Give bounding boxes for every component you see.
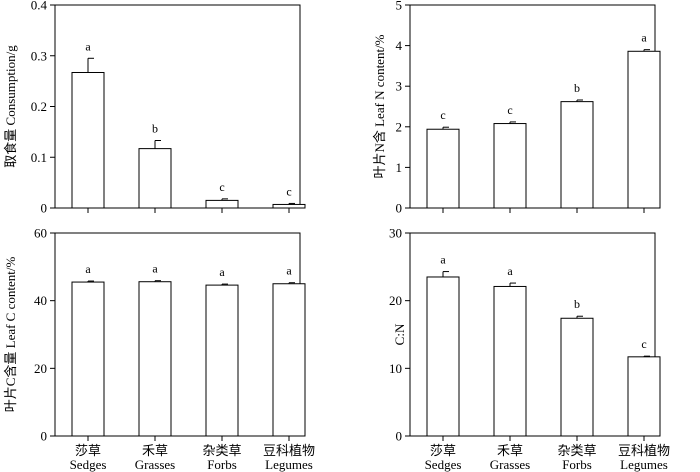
bar — [493, 123, 527, 209]
y-tick-label: 0 — [396, 201, 403, 216]
y-axis-title: 叶片N含 Leaf N content/% — [372, 34, 387, 178]
y-tick-label: 0 — [41, 429, 48, 444]
y-tick-label: 4 — [396, 38, 403, 53]
bar — [560, 317, 594, 437]
y-axis-title: 取食量 Consumption/g — [3, 45, 18, 168]
significance-label: a — [152, 262, 158, 276]
y-tick-label: 0 — [41, 201, 48, 216]
significance-label: b — [574, 81, 580, 95]
bar — [272, 203, 306, 209]
significance-label: c — [219, 180, 224, 194]
significance-label: b — [152, 122, 158, 136]
y-tick-label: 0.4 — [31, 0, 48, 13]
significance-label: a — [85, 262, 91, 276]
significance-label: c — [286, 184, 291, 198]
bar — [426, 128, 460, 209]
significance-label: b — [574, 297, 580, 311]
category-label-cn: 豆科植物 — [263, 443, 315, 458]
y-tick-label: 0.1 — [31, 150, 47, 165]
category-label-en: Sedges — [425, 457, 462, 472]
bar — [205, 284, 239, 437]
plot-frame — [409, 232, 656, 437]
significance-label: c — [507, 103, 512, 117]
y-tick-label: 20 — [389, 293, 402, 308]
bar — [560, 101, 594, 209]
y-tick-label: 3 — [396, 79, 403, 94]
category-label-en: Forbs — [207, 457, 237, 472]
y-tick-label: 0 — [396, 429, 403, 444]
y-tick-label: 2 — [396, 119, 403, 134]
category-label-cn: 莎草 — [430, 443, 456, 458]
y-tick-label: 20 — [34, 361, 47, 376]
y-tick-label: 40 — [34, 293, 47, 308]
bar — [493, 285, 527, 437]
category-label-en: Legumes — [620, 457, 668, 472]
significance-label: c — [641, 337, 646, 351]
category-label-en: Forbs — [562, 457, 592, 472]
y-axis-title: 叶片C含量 Leaf C content/% — [3, 257, 18, 413]
bar — [426, 276, 460, 437]
y-tick-label: 60 — [34, 226, 47, 241]
significance-label: c — [440, 108, 445, 122]
category-label-en: Grasses — [135, 457, 175, 472]
bar — [627, 356, 661, 437]
category-label-cn: 莎草 — [75, 443, 101, 458]
significance-label: a — [641, 31, 647, 45]
category-label-cn: 豆科植物 — [618, 443, 670, 458]
category-label-cn: 杂类草 — [557, 443, 596, 458]
significance-label: a — [85, 39, 91, 53]
category-label-en: Grasses — [490, 457, 530, 472]
y-tick-label: 0.2 — [31, 99, 47, 114]
y-tick-label: 10 — [389, 361, 402, 376]
significance-label: a — [440, 253, 446, 267]
category-label-cn: 禾草 — [497, 443, 523, 458]
category-label-en: Legumes — [265, 457, 313, 472]
y-tick-label: 0.3 — [31, 48, 47, 63]
bar — [272, 283, 306, 437]
y-tick-label: 5 — [396, 0, 403, 13]
bar — [627, 50, 661, 209]
y-tick-label: 1 — [396, 160, 403, 175]
significance-label: a — [286, 264, 292, 278]
significance-label: a — [507, 264, 513, 278]
category-label-cn: 禾草 — [142, 443, 168, 458]
category-label-en: Sedges — [70, 457, 107, 472]
bar — [71, 71, 105, 209]
category-label-cn: 杂类草 — [202, 443, 241, 458]
bar — [138, 148, 172, 209]
bar — [71, 281, 105, 437]
y-axis-title: C:N — [392, 323, 407, 345]
bar — [205, 199, 239, 209]
y-tick-label: 30 — [389, 226, 402, 241]
significance-label: a — [219, 265, 225, 279]
bar — [138, 281, 172, 437]
